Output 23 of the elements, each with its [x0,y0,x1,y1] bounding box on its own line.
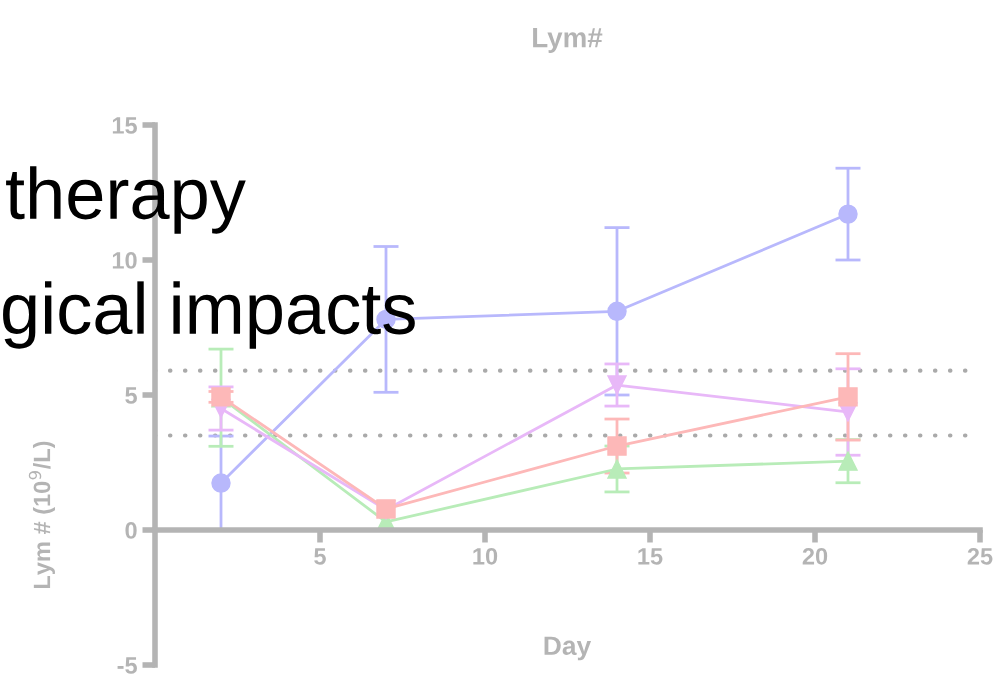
x-tick-label: 15 [638,548,663,565]
y-tick-label: 10 [112,252,137,269]
y-axis-title: Lym # (10$^{9}$/L) [28,441,55,589]
annotation: gical impacts [3,281,415,349]
x-tick-label: 10 [473,547,498,565]
point [607,459,627,479]
x-tick-label: 20 [802,547,828,565]
y-tick-label: 5 [125,387,137,404]
point [607,375,627,395]
chart-title: Lym# [533,28,603,53]
point [838,204,858,224]
point [838,387,858,407]
x-axis-title: Day [544,636,592,661]
point [838,451,858,471]
annotation: therapy [6,166,246,234]
point [607,301,627,322]
point [607,436,627,456]
y-tick-label: 15 [112,117,137,134]
y-tick-label: -5 [117,657,137,674]
x-tick-label: 5 [314,548,326,565]
y-tick-label: 0 [125,522,137,539]
x-tick-label: 25 [967,547,993,565]
point [211,473,231,493]
